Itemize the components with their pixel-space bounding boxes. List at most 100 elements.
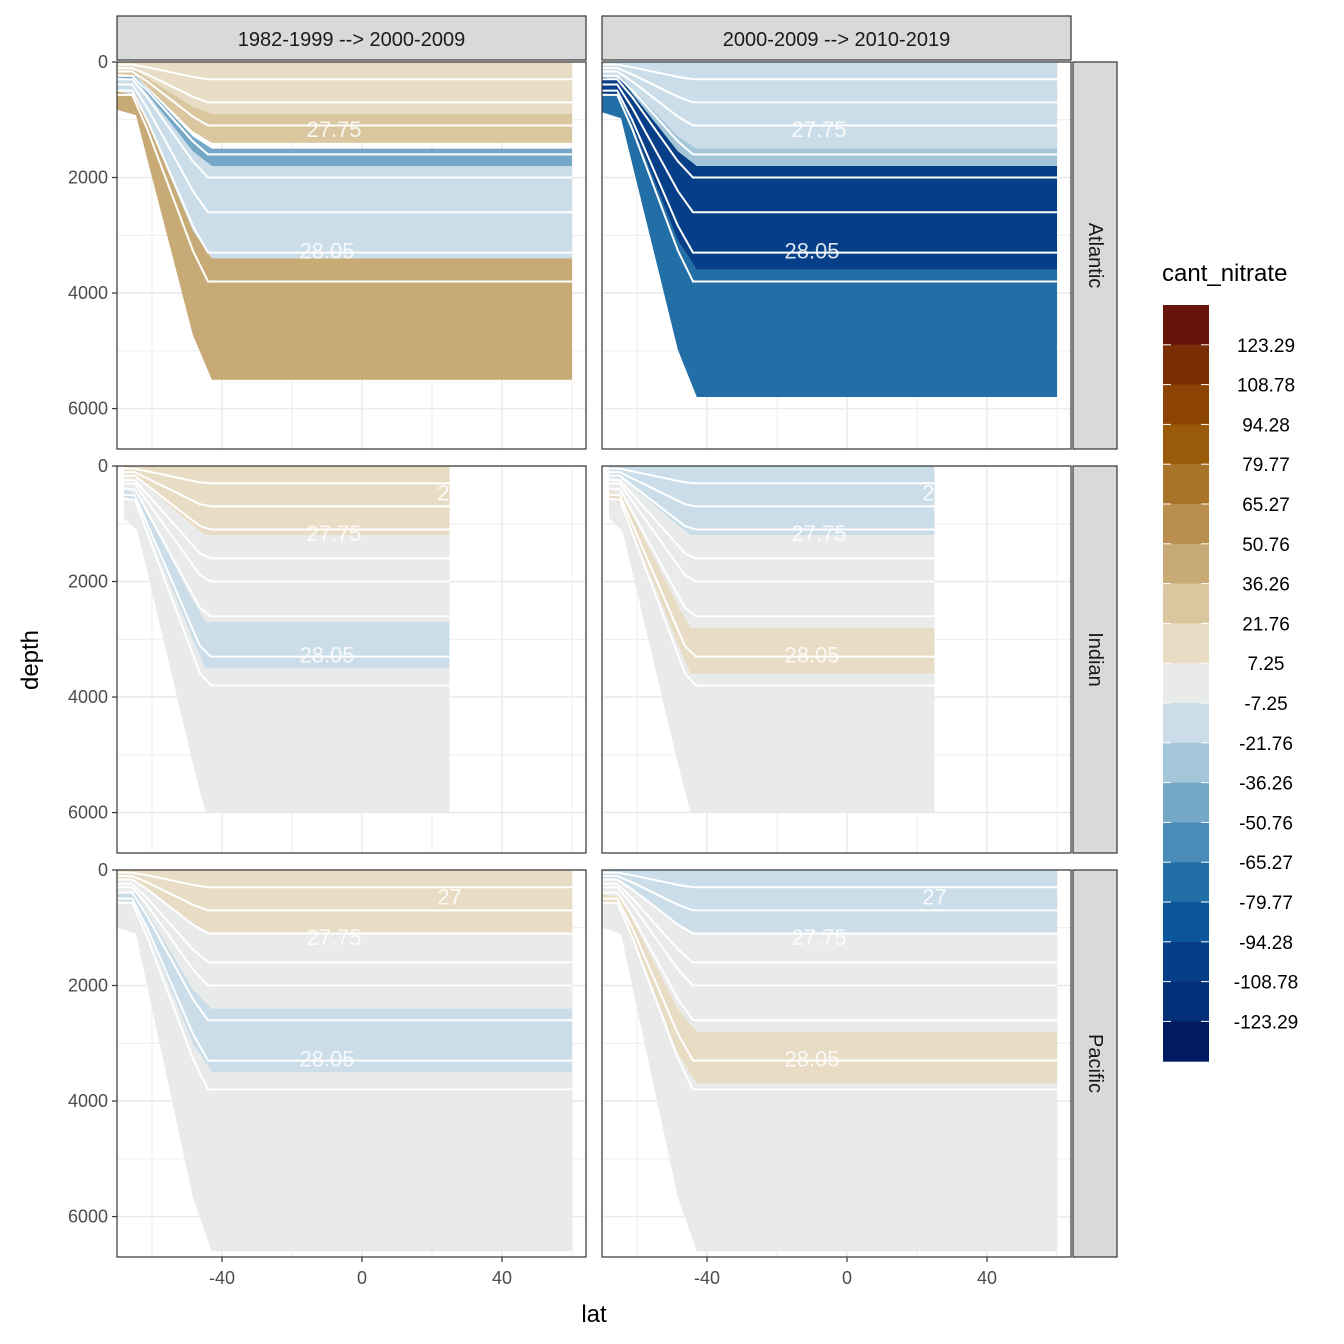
- y-tick-label: 0: [98, 860, 108, 880]
- section-layer: [602, 870, 1057, 934]
- row-strip-label: Pacific: [1084, 1034, 1106, 1093]
- isopycnal-label: 28.05: [784, 1046, 839, 1071]
- isopycnal-line: [602, 891, 1057, 1022]
- isopycnal-line: [123, 497, 450, 687]
- legend-color-bin: [1163, 344, 1209, 386]
- isopycnal-line: [608, 478, 935, 560]
- legend-color-bin: [1163, 1021, 1209, 1062]
- isopycnal-line: [117, 882, 572, 964]
- isopycnal-label: 27.75: [306, 117, 361, 142]
- legend-color-bin: [1163, 504, 1209, 545]
- legend-break-label: -94.28: [1239, 933, 1293, 954]
- isopycnal-line: [123, 467, 450, 485]
- legend-color-bin: [1163, 862, 1209, 903]
- section-layer: [117, 870, 572, 934]
- legend-color-bin: [1163, 782, 1209, 823]
- isopycnal-label: 28.05: [299, 238, 354, 263]
- isopycnal-line: [602, 83, 1057, 214]
- section-layer: [602, 62, 1057, 149]
- isopycnal-lines: [117, 871, 572, 1091]
- isopycnal-line: [123, 487, 450, 618]
- isopycnal-label: 28.05: [784, 642, 839, 667]
- isopycnal-line: [602, 886, 1057, 987]
- isopycnal-line: [602, 871, 1057, 889]
- row-strip-label: Indian: [1084, 632, 1106, 687]
- isopycnal-line: [602, 897, 1057, 1062]
- isopycnal-line: [117, 63, 572, 81]
- isopycnal-label: 27: [437, 481, 461, 506]
- legend-break-label: -50.76: [1239, 813, 1293, 834]
- panel-indian-1: 27.75 28.05 27: [116, 465, 587, 854]
- legend-break-label: -7.25: [1244, 694, 1287, 715]
- legend-color-bin: [1163, 981, 1209, 1022]
- section-layer: [124, 489, 450, 669]
- y-tick-label: 4000: [68, 283, 108, 303]
- isopycnal-line: [117, 89, 572, 254]
- isopycnal-line: [117, 886, 572, 987]
- isopycnal-lines: [602, 63, 1057, 283]
- y-tick-label: 4000: [68, 1091, 108, 1111]
- panel-atlantic-2: 27.75 28.05: [601, 61, 1072, 450]
- axes: 020004000600002000400060000200040006000-…: [68, 52, 997, 1288]
- isopycnal-line: [117, 891, 572, 1022]
- isopycnal-lines: [117, 63, 572, 283]
- legend-color-bin: [1163, 822, 1209, 863]
- row-strip: [1072, 465, 1118, 854]
- isopycnal-line: [117, 93, 572, 283]
- isopycnal-line: [123, 474, 450, 531]
- legend: cant_nitrate 123.29 108.78 94.28 79.77 65.27 5…: [1162, 260, 1298, 1062]
- isopycnal-line: [117, 875, 572, 912]
- section-layer: [124, 476, 450, 622]
- section-field: [117, 870, 572, 1252]
- legend-break-label: 7.25: [1248, 654, 1285, 675]
- isopycnal-label: 27: [922, 481, 946, 506]
- legend-color-bin: [1163, 703, 1209, 744]
- legend-color-bin: [1163, 464, 1209, 505]
- isopycnal-line: [123, 478, 450, 560]
- legend-break-label: 79.77: [1242, 455, 1290, 476]
- legend-color-bin: [1163, 902, 1209, 943]
- isopycnal-line: [117, 67, 572, 104]
- legend-break-label: 123.29: [1237, 336, 1295, 357]
- legend-color-bin: [1163, 663, 1209, 704]
- section-layer: [602, 894, 1057, 1084]
- isopycnal-line: [602, 63, 1057, 81]
- panel-border: [601, 869, 1072, 1258]
- section-layer: [602, 77, 1057, 270]
- section-layer: [602, 93, 1057, 397]
- isopycnal-line: [123, 493, 450, 658]
- isopycnal-line: [117, 901, 572, 1091]
- section-layer: [602, 879, 1057, 1032]
- isopycnal-line: [608, 474, 935, 531]
- section-layer: [602, 75, 1057, 166]
- isopycnal-label: 27: [922, 885, 946, 910]
- isopycnal-line: [117, 74, 572, 156]
- y-tick-label: 2000: [68, 572, 108, 592]
- isopycnal-label: 27.75: [791, 925, 846, 950]
- section-field: [602, 870, 1057, 1252]
- column-strip-label: 2000-2009 --> 2010-2019: [723, 29, 950, 51]
- panel-pacific-2: 27 27.75 28.05: [601, 869, 1072, 1258]
- panel-border: [601, 61, 1072, 450]
- legend-color-bin: [1163, 424, 1209, 465]
- isopycnal-label: 28.05: [784, 238, 839, 263]
- isopycnal-line: [123, 482, 450, 583]
- isopycnal-label: 27.75: [306, 521, 361, 546]
- y-tick-label: 0: [98, 456, 108, 476]
- legend-color-bin: [1163, 623, 1209, 664]
- legend-break-label: 50.76: [1242, 535, 1290, 556]
- isopycnal-line: [602, 882, 1057, 964]
- isopycnal-line: [117, 83, 572, 214]
- isopycnal-line: [117, 78, 572, 179]
- column-strip: [601, 15, 1072, 61]
- x-axis-title: lat: [581, 1301, 607, 1328]
- section-layer: [609, 497, 935, 813]
- isopycnal-line: [608, 497, 935, 687]
- section-layer: [609, 490, 935, 674]
- section-layer: [117, 879, 572, 1009]
- isopycnal-label: 28.05: [299, 642, 354, 667]
- isopycnal-label: 27.75: [791, 117, 846, 142]
- isopycnal-line: [602, 878, 1057, 935]
- y-axis-title: depth: [17, 630, 44, 690]
- legend-color-bin: [1163, 941, 1209, 983]
